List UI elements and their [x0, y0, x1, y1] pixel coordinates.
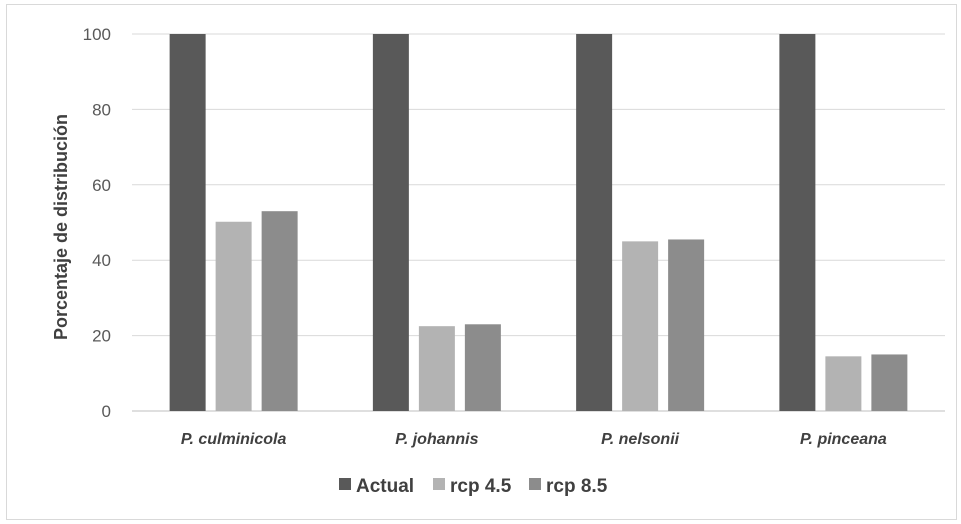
bar-rcp-4-5	[825, 356, 862, 411]
legend-swatch	[433, 478, 445, 490]
y-tick-label: 40	[92, 251, 111, 270]
bar-actual	[576, 34, 613, 411]
y-axis-label: Porcentaje de distribución	[51, 114, 71, 340]
category-label: P. johannis	[395, 431, 478, 448]
x-category-labels: P. culminicola P. johannis P. nelsonii P. p…	[181, 431, 887, 448]
gridlines	[132, 33, 945, 412]
category-label: P. culminicola	[181, 431, 287, 448]
bar-rcp-8-5	[261, 211, 298, 411]
chart-frame: 0 20 40 60 80 100 P. culminicola P. johannis P.…	[6, 4, 957, 520]
legend: Actual rcp 4.5 rcp 8.5	[339, 476, 608, 497]
y-tick-label: 60	[92, 176, 111, 195]
bar-actual	[779, 34, 816, 411]
legend-label: rcp 8.5	[546, 476, 608, 497]
y-tick-label: 20	[92, 327, 111, 346]
bar-rcp-4-5	[622, 241, 659, 411]
bar-rcp-8-5	[668, 239, 705, 411]
legend-swatch	[529, 478, 541, 490]
legend-swatch	[339, 478, 351, 490]
bar-rcp-4-5	[418, 326, 455, 411]
y-tick-label: 0	[102, 402, 111, 421]
bar-rcp-4-5	[215, 221, 252, 411]
bars	[169, 34, 908, 411]
y-tick-labels: 0 20 40 60 80 100	[83, 25, 111, 421]
category-label: P. pinceana	[800, 431, 887, 448]
category-label: P. nelsonii	[601, 431, 680, 448]
bar-rcp-8-5	[464, 324, 501, 411]
bar-rcp-8-5	[871, 354, 908, 411]
y-tick-label: 80	[92, 100, 111, 119]
bar-actual	[169, 34, 206, 411]
legend-label: Actual	[356, 476, 414, 497]
legend-label: rcp 4.5	[450, 476, 512, 497]
y-tick-label: 100	[83, 25, 111, 44]
bar-actual	[372, 34, 409, 411]
